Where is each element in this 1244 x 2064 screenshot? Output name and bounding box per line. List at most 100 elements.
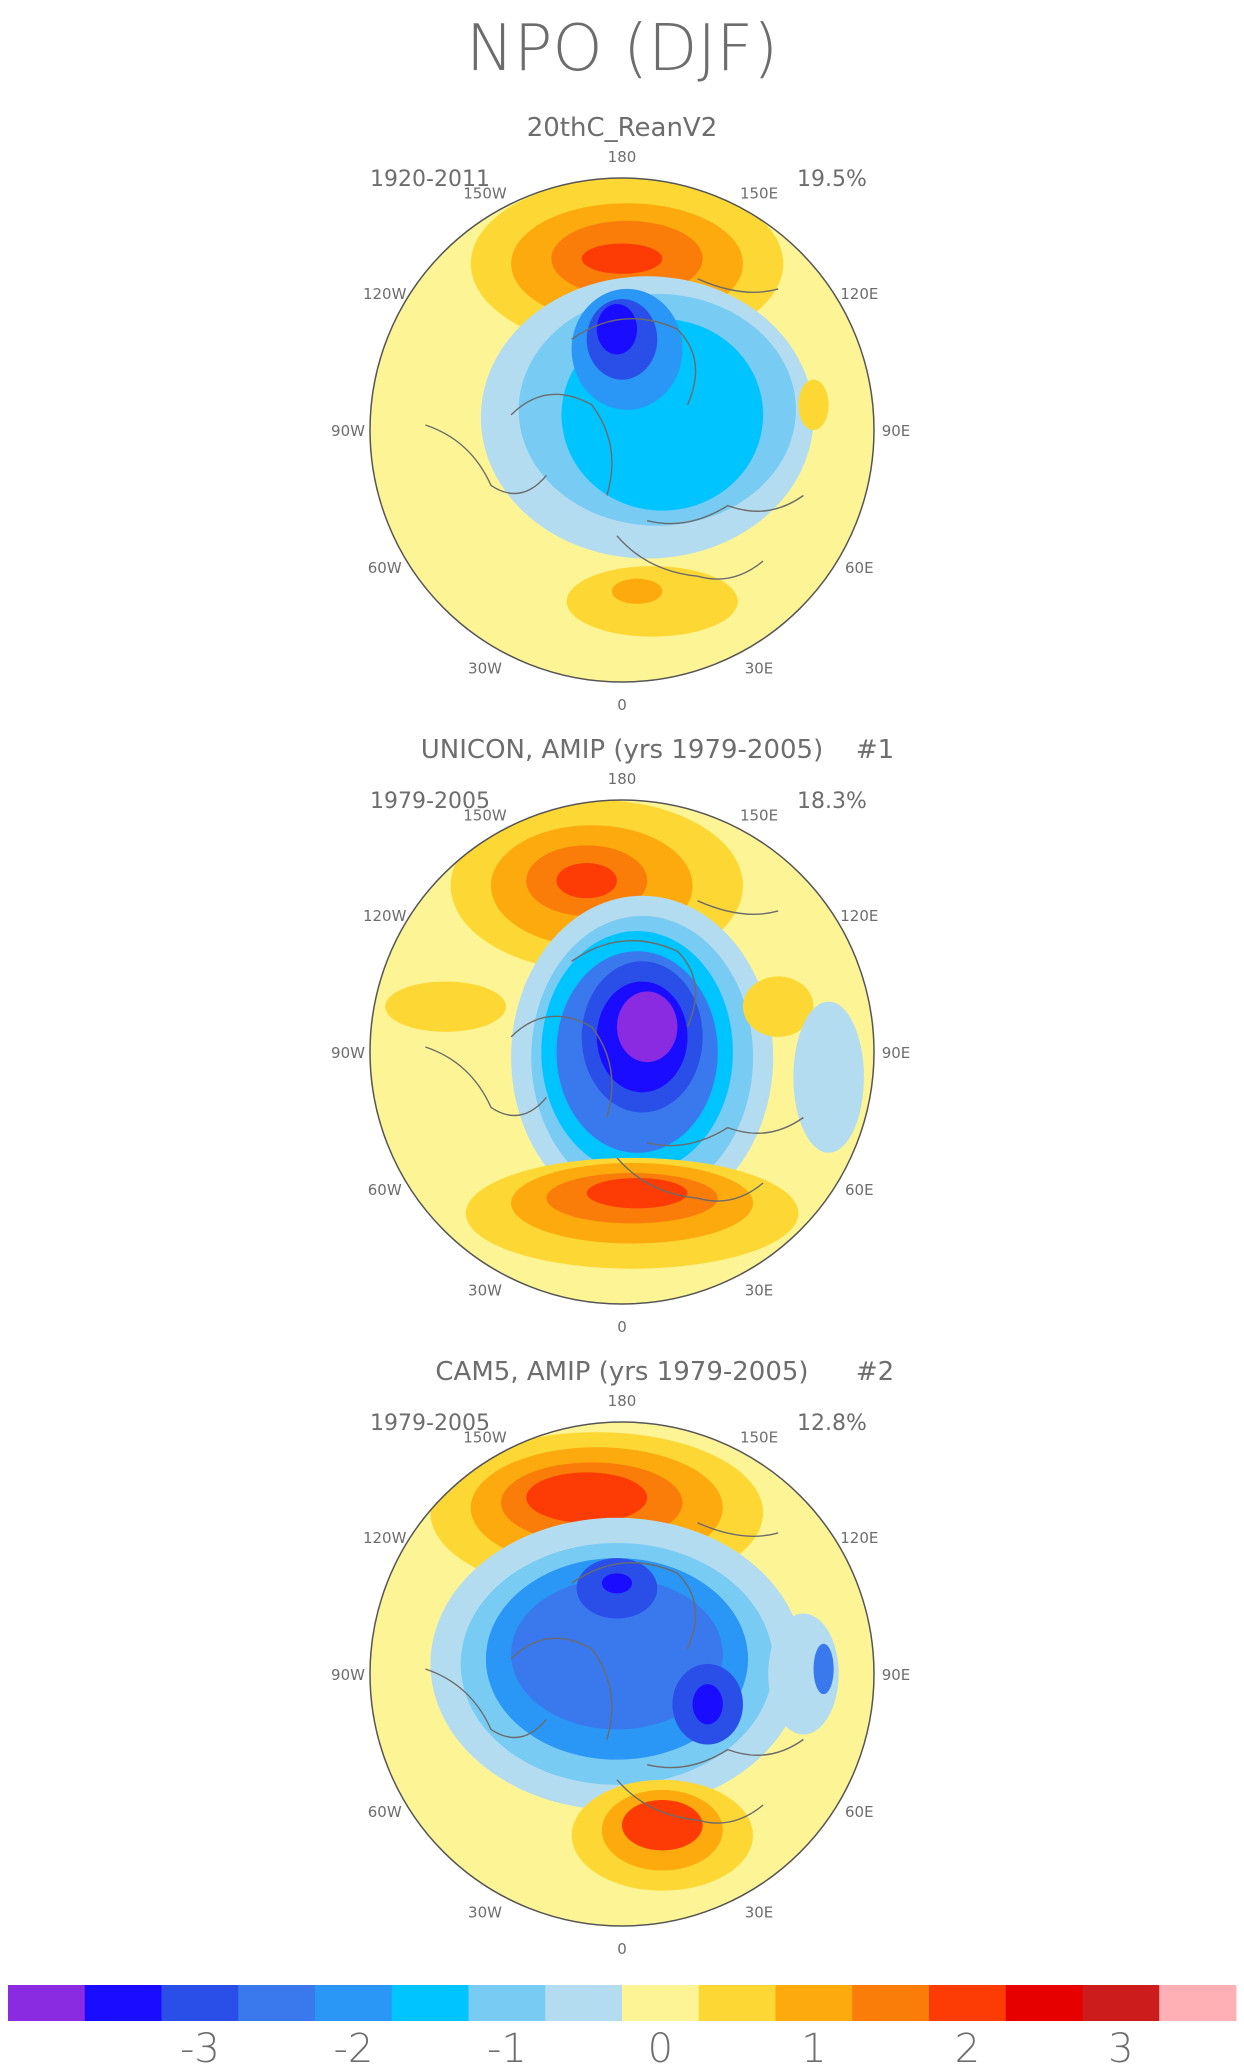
coastline <box>616 1779 764 1824</box>
longitude-label: 60E <box>845 1181 874 1199</box>
colorbar-swatch <box>315 1985 393 2021</box>
longitude-label: 120E <box>840 907 878 925</box>
map-disc <box>370 178 874 682</box>
panel-subtitle: 20thC_ReanV2 <box>527 113 718 143</box>
coastline <box>510 1015 613 1118</box>
colorbar-swatch <box>468 1985 546 2021</box>
panel-period: 1979-2005 <box>370 789 490 814</box>
panel-number: #1 <box>856 735 894 765</box>
longitude-label: 150W <box>463 1429 507 1447</box>
anomaly-contour <box>798 379 829 430</box>
anomaly-contour <box>611 578 663 604</box>
longitude-label: 0 <box>617 696 627 714</box>
colorbar-swatch <box>622 1985 700 2021</box>
longitude-label: 90E <box>882 422 911 440</box>
colorbar-tick-label: 2 <box>955 2026 980 2064</box>
longitude-label: 120W <box>363 1529 407 1547</box>
longitude-label: 90W <box>331 1044 365 1062</box>
coastline <box>425 1668 547 1739</box>
longitude-label: 150E <box>740 1429 778 1447</box>
coastline <box>616 535 764 580</box>
colorbar-swatch <box>698 1985 776 2021</box>
map-disc <box>370 800 874 1304</box>
longitude-label: 30E <box>745 1281 774 1299</box>
panel-variance: 12.8% <box>797 1411 867 1436</box>
anomaly-contour <box>526 1472 648 1523</box>
colorbar-swatch <box>8 1985 86 2021</box>
colorbar-tick-label: -1 <box>487 2026 527 2064</box>
panel-subtitle: UNICON, AMIP (yrs 1979-2005) <box>421 735 823 765</box>
panels: 20thC_ReanV2 1920-2011 19.5% 180 150E 120E 90E… <box>331 113 910 1958</box>
longitude-label: 60E <box>845 559 874 577</box>
anomaly-contour <box>616 991 678 1063</box>
longitude-label: 90E <box>882 1044 911 1062</box>
anomaly-contour <box>601 1573 633 1594</box>
map-boundary <box>369 799 875 1305</box>
coastline <box>425 1046 547 1117</box>
longitude-label: 30E <box>745 1903 774 1921</box>
longitude-label: 0 <box>617 1318 627 1336</box>
anomaly-contour <box>511 1578 723 1730</box>
panel-period: 1920-2011 <box>370 167 490 192</box>
anomaly-contour <box>385 981 507 1032</box>
map-disc <box>370 1422 874 1926</box>
longitude-label: 60W <box>368 1181 402 1199</box>
anomaly-contour <box>622 1800 703 1851</box>
panel-variance: 19.5% <box>797 167 867 192</box>
anomaly-contour <box>556 863 617 899</box>
longitude-label: 120W <box>363 285 407 303</box>
longitude-label: 90W <box>331 422 365 440</box>
coastline <box>425 424 547 495</box>
coastline <box>510 1637 613 1740</box>
longitude-label: 90W <box>331 1666 365 1684</box>
map-boundary <box>369 177 875 683</box>
longitude-label: 150E <box>740 185 778 203</box>
panel-subtitle: CAM5, AMIP (yrs 1979-2005) <box>435 1357 808 1387</box>
panel-period: 1979-2005 <box>370 1411 490 1436</box>
coastline <box>647 1738 804 1769</box>
colorbar-swatch <box>391 1985 469 2021</box>
colorbar-swatch <box>1005 1985 1083 2021</box>
longitude-label: 150W <box>463 807 507 825</box>
panel-number: #2 <box>856 1357 894 1387</box>
longitude-label: 120E <box>840 285 878 303</box>
longitude-label: 150W <box>463 185 507 203</box>
longitude-label: 120W <box>363 907 407 925</box>
longitude-label: 120E <box>840 1529 878 1547</box>
coastline <box>571 940 697 1028</box>
anomaly-contour <box>742 976 814 1037</box>
coastline <box>697 900 779 915</box>
colorbar-swatch <box>238 1985 316 2021</box>
colorbar-swatch <box>775 1985 853 2021</box>
coastline <box>510 393 613 496</box>
colorbar-tick-label: 3 <box>1108 2026 1133 2064</box>
colorbar-swatch <box>1159 1985 1237 2021</box>
coastline <box>697 278 779 293</box>
longitude-label: 30E <box>745 659 774 677</box>
colorbar-tick-label: -3 <box>180 2026 220 2064</box>
anomaly-contour <box>768 1613 839 1735</box>
longitude-label: 180 <box>608 1392 637 1410</box>
anomaly-contour <box>581 243 663 274</box>
colorbar-tick-label: -2 <box>333 2026 373 2064</box>
anomaly-contour <box>793 1001 864 1153</box>
colorbar-tick-label: 1 <box>801 2026 826 2064</box>
longitude-label: 30W <box>468 1903 502 1921</box>
longitude-label: 30W <box>468 1281 502 1299</box>
anomaly-contour <box>586 1178 688 1209</box>
longitude-label: 90E <box>882 1666 911 1684</box>
longitude-label: 60W <box>368 1803 402 1821</box>
figure-title: NPO (DJF) <box>466 12 778 86</box>
longitude-label: 0 <box>617 1940 627 1958</box>
coastline <box>697 1522 779 1537</box>
map-boundary <box>369 1421 875 1927</box>
panel-cam5: CAM5, AMIP (yrs 1979-2005) #2 1979-2005 12.… <box>331 1357 910 1958</box>
longitude-label: 60E <box>845 1803 874 1821</box>
coastline <box>616 1157 764 1202</box>
coastline <box>647 1116 804 1147</box>
colorbar-swatch <box>1082 1985 1160 2021</box>
colorbar: -3 -2 -1 0 1 2 3 <box>8 1985 1237 2064</box>
colorbar-swatch <box>161 1985 239 2021</box>
